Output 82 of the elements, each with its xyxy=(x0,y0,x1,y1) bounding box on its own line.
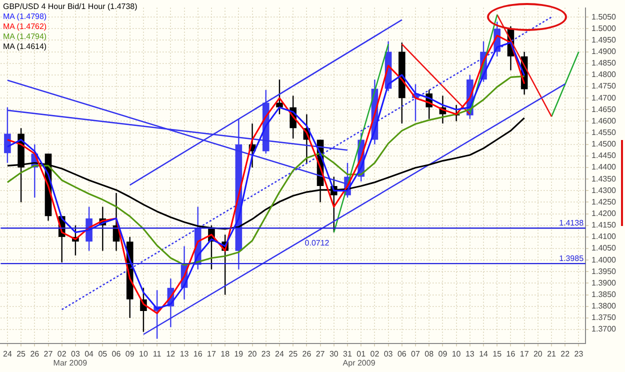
y-tick-label: 1.4250 xyxy=(592,197,617,206)
x-tick-label: 10 xyxy=(139,349,148,358)
text: MA (1.4798) xyxy=(3,12,48,22)
x-tick-label: 06 xyxy=(112,349,122,358)
y-tick-label: 1.4650 xyxy=(592,104,617,114)
x-tick-label: 04 xyxy=(84,349,94,358)
x-tick-label: 18 xyxy=(220,349,230,358)
x-tick-label: 27 xyxy=(44,349,54,358)
y-tick-label: 1.5000 xyxy=(592,24,617,33)
x-tick-label: 02 xyxy=(370,349,380,358)
ref-line-label: 1.4138 xyxy=(559,218,584,228)
x-tick-label: 03 xyxy=(384,349,394,358)
y-tick-label: 1.4550 xyxy=(592,128,617,137)
y-tick-label: 1.4950 xyxy=(592,35,617,44)
x-tick-label: 23 xyxy=(574,349,584,358)
x-tick-label: 17 xyxy=(520,349,530,358)
x-tick-label: 03 xyxy=(71,349,80,358)
x-tick-label: 12 xyxy=(166,349,176,358)
y-tick-label: 1.4850 xyxy=(592,58,617,68)
y-tick-label: 1.4900 xyxy=(592,46,617,56)
x-tick-label: 23 xyxy=(261,349,271,358)
y-tick-label: 1.4150 xyxy=(592,220,617,230)
x-tick-label: 26 xyxy=(30,349,40,358)
x-tick-label: 05 xyxy=(98,349,108,358)
text: MA (1.4614) xyxy=(3,42,48,52)
y-tick-label: 1.3750 xyxy=(592,313,617,322)
x-tick-label: 17 xyxy=(207,349,216,358)
x-tick-label: 09 xyxy=(125,349,135,358)
x-tick-label: 21 xyxy=(547,349,557,358)
candlestick xyxy=(276,78,283,115)
x-tick-label: 13 xyxy=(180,349,190,358)
text: Mar 2009 xyxy=(53,358,88,368)
y-tick-label: 1.4500 xyxy=(592,140,617,149)
x-tick-label: 09 xyxy=(438,349,448,358)
y-tick-label: 1.4200 xyxy=(592,208,617,218)
x-tick-label: 16 xyxy=(193,349,203,358)
y-tick-label: 1.4400 xyxy=(592,162,617,172)
x-tick-label: 15 xyxy=(492,349,502,358)
annotation: 0.0712 xyxy=(304,238,330,248)
x-tick-label: 01 xyxy=(356,349,366,358)
y-tick-label: 1.4450 xyxy=(592,151,617,160)
x-tick-label: 02 xyxy=(57,349,67,358)
y-tick-label: 1.4800 xyxy=(592,70,617,80)
x-tick-label: 19 xyxy=(234,349,244,358)
x-tick-label: 16 xyxy=(506,349,516,358)
x-tick-label: 27 xyxy=(316,349,326,358)
y-tick-label: 1.4750 xyxy=(592,82,617,91)
y-tick-label: 1.4000 xyxy=(592,255,617,264)
x-tick-label: 20 xyxy=(248,349,258,358)
x-tick-label: 24 xyxy=(275,349,284,358)
y-tick-label: 1.3950 xyxy=(592,266,617,276)
x-tick-label: 31 xyxy=(343,349,352,358)
x-tick-label: 07 xyxy=(411,349,421,358)
ref-line-label: 1.3985 xyxy=(559,254,584,263)
y-tick-label: 1.3700 xyxy=(592,324,617,334)
x-tick-label: 06 xyxy=(397,349,407,358)
chart-title: GBP/USD 4 Hour Bid/1 Hour (1.4738) xyxy=(3,2,138,12)
y-tick-label: 1.3800 xyxy=(592,302,617,311)
x-tick-label: 13 xyxy=(465,349,475,358)
x-tick-label: 30 xyxy=(329,349,339,358)
x-tick-label: 22 xyxy=(560,349,570,358)
y-tick-label: 1.3900 xyxy=(592,278,617,288)
y-tick-label: 1.3850 xyxy=(592,290,617,299)
x-tick-label: 10 xyxy=(452,349,462,358)
x-tick-label: 14 xyxy=(479,349,489,358)
x-tick-label: 26 xyxy=(302,349,312,358)
y-tick-label: 1.4050 xyxy=(592,244,617,253)
text: MA (1.4794) xyxy=(3,32,48,42)
x-tick-label: 25 xyxy=(288,349,298,358)
y-tick-label: 1.4600 xyxy=(592,116,617,126)
y-tick-label: 1.4300 xyxy=(592,186,617,195)
x-tick-label: 08 xyxy=(424,349,434,358)
x-tick-label: 25 xyxy=(16,349,26,358)
text: MA (1.4762) xyxy=(3,22,48,32)
y-tick-label: 1.4700 xyxy=(592,93,617,102)
x-tick-label: 24 xyxy=(2,349,12,358)
text: Apr 2009 xyxy=(342,358,376,368)
x-tick-label: 11 xyxy=(152,349,162,358)
y-tick-label: 1.4100 xyxy=(592,232,617,242)
x-tick-label: 20 xyxy=(533,349,543,358)
y-tick-label: 1.4350 xyxy=(592,174,617,184)
y-tick-label: 1.5050 xyxy=(592,12,617,22)
